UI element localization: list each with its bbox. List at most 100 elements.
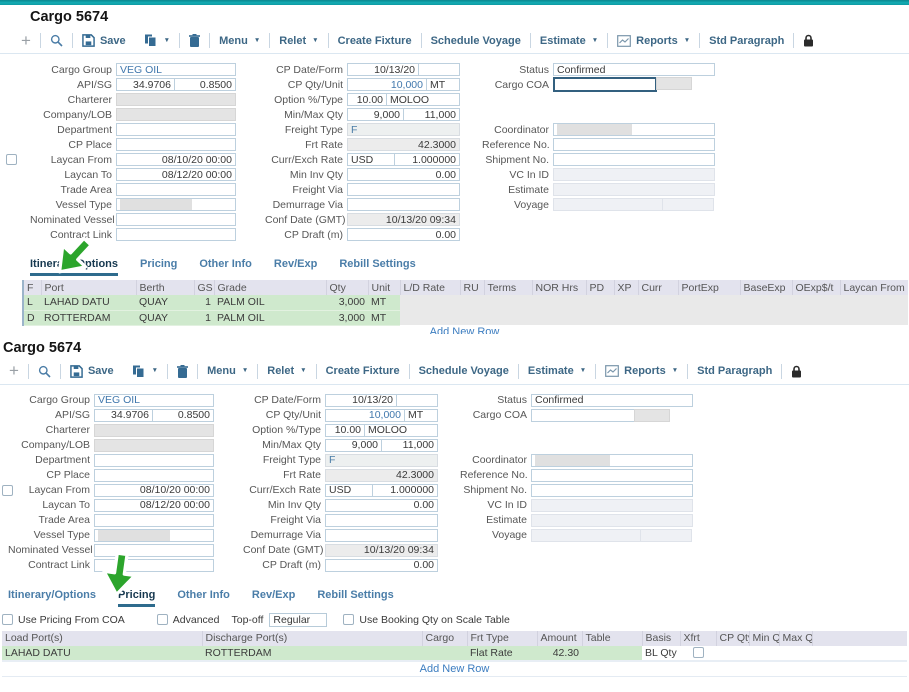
- cell-min-qty[interactable]: [749, 645, 779, 661]
- cp-qty-field[interactable]: 10,000: [347, 78, 427, 91]
- exch-rate-field[interactable]: 1.000000: [394, 153, 460, 166]
- cp-form-field[interactable]: [396, 393, 438, 407]
- max-qty-field[interactable]: 11,000: [403, 108, 460, 121]
- add-button[interactable]: +: [0, 362, 28, 379]
- delete-button[interactable]: [180, 34, 209, 47]
- curr-field[interactable]: USD: [325, 483, 373, 497]
- tab-pricing[interactable]: Pricing: [140, 258, 178, 270]
- cell-table[interactable]: [582, 645, 642, 661]
- itinerary-row-load[interactable]: L LAHAD DATU QUAY 1 PALM OIL 3,000 MT: [23, 295, 908, 311]
- cp-unit-field[interactable]: MT: [404, 408, 438, 422]
- delete-button[interactable]: [168, 364, 197, 378]
- demurrage-via-field[interactable]: [325, 528, 438, 542]
- freight-type-field[interactable]: F: [325, 453, 438, 467]
- cp-unit-field[interactable]: MT: [426, 78, 460, 91]
- sg-field[interactable]: 0.8500: [152, 408, 214, 422]
- tab-rebill-settings[interactable]: Rebill Settings: [317, 588, 394, 601]
- reports-button[interactable]: Reports ▼: [596, 365, 687, 377]
- add-button[interactable]: +: [12, 32, 40, 49]
- use-pricing-from-coa-checkbox[interactable]: [2, 614, 13, 625]
- use-booking-qty-checkbox[interactable]: [343, 614, 355, 625]
- xfrt-checkbox[interactable]: [692, 647, 704, 659]
- reference-no-field[interactable]: [553, 138, 715, 151]
- estimate-button[interactable]: Estimate ▼: [519, 365, 595, 377]
- vessel-type-field[interactable]: [94, 528, 214, 542]
- add-new-row-link-clipped[interactable]: Add New Row: [429, 325, 500, 334]
- status-field[interactable]: Confirmed: [553, 63, 715, 76]
- cp-form-field[interactable]: [418, 63, 460, 76]
- laycan-checkbox[interactable]: [2, 484, 13, 496]
- topoff-select[interactable]: Regular: [269, 612, 328, 627]
- cell-load-port[interactable]: LAHAD DATU: [2, 645, 202, 661]
- cargo-coa-field[interactable]: [553, 77, 657, 92]
- save-button[interactable]: Save: [73, 34, 135, 47]
- cp-draft-field[interactable]: 0.00: [347, 228, 460, 241]
- api-field[interactable]: 34.9706: [116, 78, 175, 91]
- company-lob-field[interactable]: [94, 438, 214, 452]
- cell-f[interactable]: L: [23, 295, 41, 311]
- api-field[interactable]: 34.9706: [94, 408, 153, 422]
- cell-amount[interactable]: 42.30: [537, 645, 582, 661]
- menu-button[interactable]: Menu ▼: [198, 365, 257, 377]
- option-type-field[interactable]: MOLOO: [364, 423, 438, 437]
- std-paragraph-button[interactable]: Std Paragraph: [688, 365, 781, 377]
- max-qty-field[interactable]: 11,000: [381, 438, 438, 452]
- tab-other-info[interactable]: Other Info: [199, 258, 252, 270]
- laycan-to-field[interactable]: 08/12/20 00:00: [94, 498, 214, 512]
- company-lob-field[interactable]: [116, 108, 236, 121]
- estimate-button[interactable]: Estimate ▼: [531, 35, 607, 47]
- shipment-no-field[interactable]: [553, 153, 715, 166]
- create-fixture-button[interactable]: Create Fixture: [317, 365, 409, 377]
- demurrage-via-field[interactable]: [347, 198, 460, 211]
- schedule-voyage-button[interactable]: Schedule Voyage: [422, 35, 530, 47]
- itinerary-row-discharge[interactable]: D ROTTERDAM QUAY 1 PALM OIL 3,000 MT: [23, 310, 908, 326]
- coordinator-field[interactable]: [553, 123, 715, 136]
- lock-button[interactable]: [782, 365, 811, 378]
- option-type-field[interactable]: MOLOO: [386, 93, 460, 106]
- cell-gs[interactable]: 1: [194, 310, 214, 326]
- coordinator-field[interactable]: [531, 453, 693, 467]
- cp-date-field[interactable]: 10/13/20: [347, 63, 419, 76]
- cp-place-field[interactable]: [94, 468, 214, 482]
- cell-qty[interactable]: 3,000: [326, 295, 368, 311]
- shipment-no-field[interactable]: [531, 483, 693, 497]
- tab-rebill-settings[interactable]: Rebill Settings: [339, 258, 416, 270]
- cargo-coa-field[interactable]: [531, 408, 635, 422]
- tab-other-info[interactable]: Other Info: [177, 588, 230, 601]
- pricing-row[interactable]: LAHAD DATU ROTTERDAM Flat Rate 42.30 BL …: [2, 645, 907, 661]
- create-fixture-button[interactable]: Create Fixture: [329, 35, 421, 47]
- tab-rev-exp[interactable]: Rev/Exp: [273, 258, 318, 270]
- copy-button[interactable]: ▼: [135, 34, 179, 47]
- nominated-vessel-field[interactable]: [116, 213, 236, 226]
- cp-draft-field[interactable]: 0.00: [325, 558, 438, 572]
- cell-f[interactable]: D: [23, 310, 41, 326]
- option-pct-field[interactable]: 10.00: [347, 93, 387, 106]
- freight-via-field[interactable]: [347, 183, 460, 196]
- cell-grade[interactable]: PALM OIL: [214, 295, 326, 311]
- schedule-voyage-button[interactable]: Schedule Voyage: [410, 365, 518, 377]
- reference-no-field[interactable]: [531, 468, 693, 482]
- curr-field[interactable]: USD: [347, 153, 395, 166]
- laycan-to-field[interactable]: 08/12/20 00:00: [116, 168, 236, 181]
- add-new-row-link[interactable]: Add New Row: [2, 661, 907, 677]
- menu-button[interactable]: Menu ▼: [210, 35, 269, 47]
- save-button[interactable]: Save: [61, 364, 123, 378]
- department-field[interactable]: [116, 123, 236, 136]
- cell-berth[interactable]: QUAY: [136, 310, 194, 326]
- freight-type-field[interactable]: F: [347, 123, 460, 136]
- freight-via-field[interactable]: [325, 513, 438, 527]
- cell-unit[interactable]: MT: [368, 295, 400, 311]
- cell-max-qty[interactable]: [779, 645, 812, 661]
- cargo-group-field[interactable]: VEG OIL: [116, 63, 236, 76]
- std-paragraph-button[interactable]: Std Paragraph: [700, 35, 793, 47]
- cell-grade[interactable]: PALM OIL: [214, 310, 326, 326]
- advanced-checkbox[interactable]: [156, 614, 168, 625]
- relet-button[interactable]: Relet ▼: [258, 365, 315, 377]
- cell-discharge-port[interactable]: ROTTERDAM: [202, 645, 422, 661]
- cell-frt-type[interactable]: Flat Rate: [467, 645, 537, 661]
- vessel-type-field[interactable]: [116, 198, 236, 211]
- min-qty-field[interactable]: 9,000: [347, 108, 404, 121]
- search-button[interactable]: [29, 365, 60, 378]
- min-inv-qty-field[interactable]: 0.00: [347, 168, 460, 181]
- search-button[interactable]: [41, 34, 72, 47]
